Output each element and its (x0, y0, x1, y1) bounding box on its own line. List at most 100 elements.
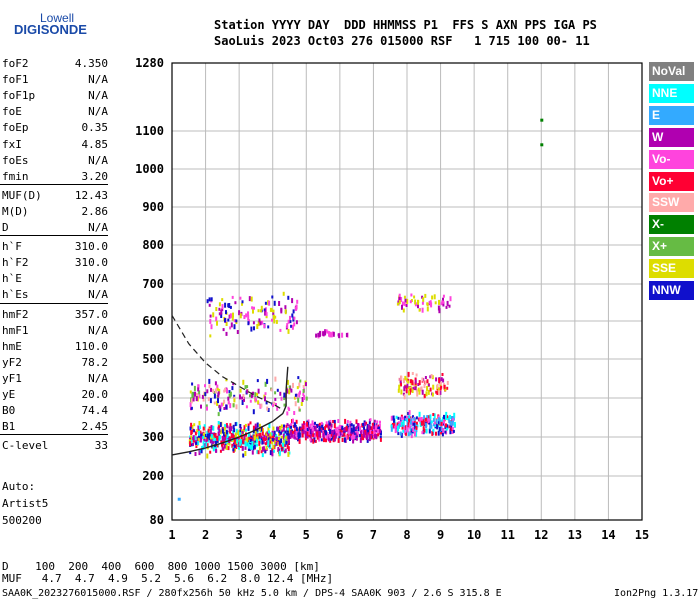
echo-point (325, 421, 328, 427)
echo-point (409, 300, 412, 304)
echo-point (407, 386, 410, 390)
echo-point (205, 404, 208, 409)
echo-point (254, 431, 257, 435)
echo-point (239, 427, 242, 430)
echo-point (430, 420, 433, 424)
echo-point (332, 434, 334, 440)
echo-point (405, 432, 407, 436)
echo-point (443, 414, 445, 419)
echo-point (403, 378, 405, 384)
echo-point (449, 429, 452, 435)
echo-point (200, 449, 203, 454)
y-tick-label: 500 (142, 352, 164, 366)
echo-point (400, 375, 403, 381)
echo-point (440, 377, 443, 382)
y-tick-label: 1100 (135, 124, 164, 138)
auto-version: 500200 (2, 514, 42, 527)
echo-point (438, 390, 441, 396)
echo-point (261, 320, 264, 325)
echo-point (423, 428, 426, 433)
echo-point (321, 428, 324, 432)
echo-point (225, 404, 228, 410)
echo-point (218, 307, 221, 311)
echo-point (421, 431, 424, 435)
echo-point (325, 424, 327, 428)
echo-point (417, 300, 420, 303)
echo-point (349, 420, 352, 424)
legend-item: SSE (649, 259, 694, 279)
echo-point (272, 314, 275, 320)
param-value: 310.0 (74, 256, 108, 270)
echo-point (298, 432, 301, 438)
y-tick-label: 700 (142, 277, 164, 291)
echo-point (239, 296, 242, 300)
echo-point (241, 300, 244, 304)
echo-point (247, 315, 250, 321)
legend-item: E (649, 105, 694, 125)
echo-point (209, 450, 212, 454)
echo-point (318, 422, 321, 426)
echo-point (197, 441, 200, 445)
echo-point (256, 379, 259, 383)
echo-point (438, 427, 441, 431)
echo-point (293, 322, 296, 327)
echo-point (343, 428, 346, 432)
legend-item: Vo- (649, 149, 694, 169)
y-tick-label: 600 (142, 314, 164, 328)
echo-point (376, 420, 379, 424)
echo-point (228, 314, 231, 319)
echo-point (232, 430, 235, 436)
echo-point (225, 322, 228, 326)
echo-point (417, 387, 420, 392)
echo-point (232, 312, 234, 318)
echo-point (196, 436, 199, 440)
echo-point (237, 436, 240, 440)
echo-point (448, 304, 451, 308)
echo-point (260, 403, 263, 408)
echo-point (332, 331, 335, 337)
echo-point (226, 436, 229, 441)
echo-point (276, 406, 279, 411)
echo-point (214, 446, 217, 451)
echo-point (208, 378, 211, 384)
x-tick-label: 10 (467, 528, 481, 542)
echo-point (232, 403, 235, 408)
echo-point (275, 437, 278, 440)
echo-point (451, 426, 454, 430)
echo-point (305, 382, 307, 387)
param-name: MUF(D) (2, 188, 42, 202)
param-name: fxI (2, 137, 22, 151)
echo-point (377, 424, 380, 428)
echo-point (249, 394, 251, 398)
echo-point (238, 310, 241, 316)
echo-point (243, 425, 246, 431)
echo-point (337, 433, 340, 437)
echo-point (274, 391, 277, 395)
echo-point (260, 427, 262, 432)
echo-point (292, 382, 294, 388)
echo-point (438, 308, 441, 314)
param-value: 2.86 (81, 204, 109, 218)
echo-point (333, 438, 336, 442)
echo-point (293, 316, 296, 320)
echo-point (194, 391, 196, 397)
echo-point (264, 392, 267, 396)
echo-point (192, 438, 195, 443)
echo-point (233, 319, 236, 323)
echo-point (341, 332, 344, 338)
param-name: B0 (2, 404, 16, 418)
echo-point (224, 424, 227, 430)
echo-point (190, 422, 193, 428)
param-name: hmF2 (2, 307, 29, 321)
y-tick-label: 200 (142, 469, 164, 483)
echo-point (285, 436, 288, 440)
echo-point (424, 376, 427, 379)
echo-point (232, 424, 235, 429)
echo-point (256, 428, 259, 432)
echo-point (406, 427, 409, 433)
echo-point (363, 422, 366, 427)
echo-point (311, 420, 314, 426)
echo-point (234, 422, 237, 427)
echo-point (406, 378, 408, 383)
param-name: hmF1 (2, 323, 29, 337)
